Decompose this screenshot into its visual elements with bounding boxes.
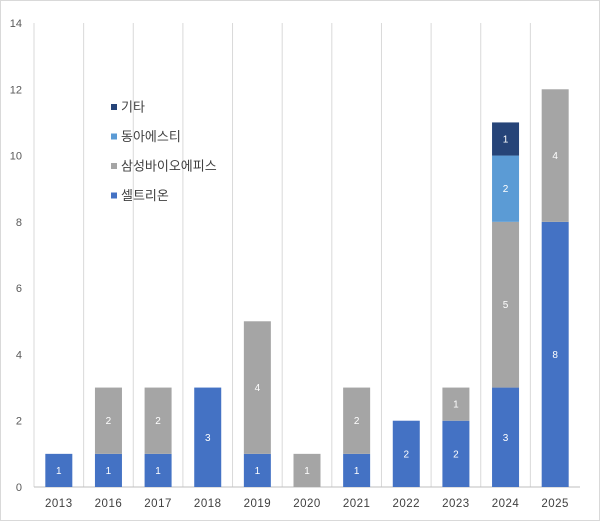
x-tick-label: 2013 [45, 498, 73, 510]
data-label: 2 [503, 184, 509, 195]
data-label: 8 [552, 350, 558, 361]
x-tick-label: 2025 [541, 498, 569, 510]
data-label: 5 [503, 300, 509, 311]
data-label: 2 [354, 416, 360, 427]
y-tick-label: 12 [10, 84, 22, 96]
data-label: 2 [155, 416, 161, 427]
data-label: 2 [403, 449, 409, 460]
bar-segment [492, 221, 520, 388]
bar-segment [392, 420, 420, 487]
data-label: 3 [205, 433, 211, 444]
bar-segment [541, 89, 569, 222]
x-tick-label: 2023 [442, 498, 470, 510]
legend-swatch [111, 133, 117, 140]
data-label: 1 [354, 466, 360, 477]
x-tick-label: 2020 [293, 498, 321, 510]
x-tick-label: 2019 [244, 498, 272, 510]
bar-segment [94, 387, 122, 454]
bar-segment [243, 321, 271, 454]
y-tick-label: 2 [16, 416, 22, 428]
data-label: 4 [255, 383, 261, 394]
data-label: 1 [56, 466, 62, 477]
bar-segment [492, 387, 520, 487]
y-tick-label: 10 [10, 151, 22, 163]
data-label: 3 [503, 433, 509, 444]
legend-swatch [111, 104, 117, 110]
y-tick-label: 6 [16, 283, 22, 295]
bar-segment [194, 387, 222, 487]
data-label: 1 [106, 466, 112, 477]
data-label: 2 [453, 449, 459, 460]
legend-label: 동아에스티 [121, 129, 181, 144]
x-tick-label: 2021 [343, 498, 371, 510]
x-tick-label: 2017 [144, 498, 172, 510]
bar-segment [293, 453, 321, 487]
data-label: 1 [503, 135, 509, 146]
bar-segment [541, 221, 569, 487]
bar-segment [343, 453, 371, 487]
legend-label: 기타 [121, 100, 145, 115]
x-tick-label: 2016 [95, 498, 123, 510]
y-tick-label: 14 [10, 18, 22, 30]
y-tick-label: 0 [16, 482, 22, 494]
y-tick-label: 4 [16, 349, 22, 361]
x-tick-label: 2022 [392, 498, 420, 510]
legend-swatch [111, 163, 117, 169]
bar-segment [343, 387, 371, 454]
bar-segment [492, 155, 520, 222]
bar-segment [144, 453, 172, 487]
y-tick-label: 8 [16, 217, 22, 229]
bar-segment [243, 453, 271, 487]
data-label: 4 [552, 151, 558, 162]
bar-segment [492, 122, 520, 156]
bar-segment [442, 420, 470, 487]
data-label: 1 [255, 466, 261, 477]
bar-segment [45, 453, 73, 487]
data-label: 2 [106, 416, 112, 427]
data-label: 1 [304, 466, 310, 477]
legend-label: 삼성바이오에피스 [121, 159, 217, 174]
legend-label: 셀트리온 [121, 188, 169, 203]
bar-segment [442, 387, 470, 421]
x-tick-label: 2024 [492, 498, 520, 510]
data-label: 1 [453, 400, 459, 411]
legend-swatch [111, 192, 117, 199]
bar-segment [94, 453, 122, 487]
data-label: 1 [155, 466, 161, 477]
bar-segment [144, 387, 172, 454]
x-tick-label: 2018 [194, 498, 222, 510]
